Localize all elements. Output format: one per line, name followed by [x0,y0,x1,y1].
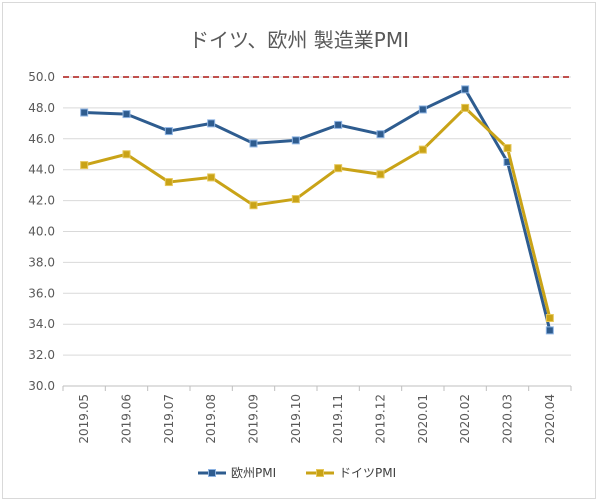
series-line [84,87,552,331]
data-point [207,173,216,182]
y-tick-label: 40.0 [28,225,55,239]
x-tick-label: 2019.10 [289,394,303,444]
y-tick-label: 32.0 [28,348,55,362]
x-tick-label: 2019.06 [120,394,134,444]
legend: 欧州PMI ドイツPMI [198,466,396,480]
y-tick-label: 36.0 [28,286,55,300]
data-point [291,136,300,145]
x-tick-label: 2019.09 [247,394,261,444]
data-point [164,127,173,136]
y-tick-label: 42.0 [28,194,55,208]
x-tick-label: 2019.12 [374,394,388,444]
legend-swatch-marker [316,469,324,477]
data-point [376,170,385,179]
data-point [207,119,216,128]
data-point [122,110,131,119]
chart-title: ドイツ、欧州 製造業PMI [189,28,409,52]
x-tick-label: 2020.03 [501,394,515,444]
data-point [80,108,89,117]
y-tick-label: 30.0 [28,379,55,393]
data-point [503,144,512,153]
data-point [334,164,343,173]
legend-label: 欧州PMI [231,466,276,480]
series-layer [80,85,554,335]
data-point [461,103,470,112]
x-tick-label: 2019.05 [77,394,91,444]
data-point [334,120,343,129]
legend-swatch-marker [208,469,216,477]
data-point [164,178,173,187]
x-tick-label: 2019.08 [204,394,218,444]
chart-svg: ドイツ、欧州 製造業PMI 30.0 32.0 34.0 36.0 38.0 40.0 42… [28,28,572,480]
data-point [461,85,470,94]
data-point [249,139,258,148]
data-point [249,201,258,210]
data-point [545,314,554,323]
x-tick-label: 2019.07 [162,394,176,444]
axes: 30.0 32.0 34.0 36.0 38.0 40.0 42.0 44.0 46.0 48.0… [28,70,572,444]
chart-frame: ドイツ、欧州 製造業PMI 30.0 32.0 34.0 36.0 38.0 40.0 42… [2,2,596,499]
y-tick-label: 44.0 [28,163,55,177]
y-tick-label: 50.0 [28,70,55,84]
legend-label: ドイツPMI [339,466,396,480]
data-point [376,130,385,139]
y-tick-label: 46.0 [28,132,55,146]
data-point [545,326,554,335]
gridlines [63,76,571,387]
x-tick-label: 2019.11 [331,394,345,444]
x-tick-label: 2020.02 [458,394,472,444]
series-line [83,106,552,319]
y-tick-label: 34.0 [28,317,55,331]
data-point [418,145,427,154]
data-point [291,195,300,204]
data-point [418,105,427,114]
data-point [122,150,131,159]
data-point [80,161,89,170]
y-tick-label: 48.0 [28,101,55,115]
x-tick-label: 2020.01 [416,394,430,444]
y-tick-label: 38.0 [28,255,55,269]
x-tick-label: 2020.04 [543,394,557,444]
